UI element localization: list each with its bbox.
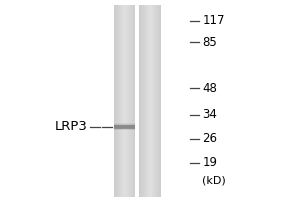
Text: 48: 48 bbox=[202, 82, 217, 95]
Text: LRP3: LRP3 bbox=[54, 120, 87, 133]
Bar bbox=[116, 5, 117, 197]
Bar bbox=[114, 129, 135, 130]
Bar bbox=[153, 5, 154, 197]
Bar bbox=[151, 5, 152, 197]
Bar bbox=[126, 5, 127, 197]
Text: 34: 34 bbox=[202, 108, 217, 121]
Text: 85: 85 bbox=[202, 36, 217, 49]
Bar bbox=[142, 5, 143, 197]
Text: (kD): (kD) bbox=[202, 175, 226, 185]
Bar bbox=[148, 5, 149, 197]
Bar bbox=[140, 5, 141, 197]
Bar bbox=[128, 5, 129, 197]
Bar bbox=[114, 125, 135, 129]
Bar bbox=[117, 5, 118, 197]
Bar bbox=[145, 5, 146, 197]
Bar bbox=[114, 126, 135, 127]
Bar bbox=[114, 128, 135, 129]
Bar bbox=[127, 5, 128, 197]
Bar bbox=[150, 5, 151, 197]
Bar bbox=[118, 5, 119, 197]
Bar bbox=[141, 5, 142, 197]
Bar bbox=[134, 5, 135, 197]
Bar bbox=[149, 5, 150, 197]
Bar bbox=[156, 5, 157, 197]
Bar bbox=[146, 5, 147, 197]
Text: 19: 19 bbox=[202, 156, 217, 169]
Bar bbox=[143, 5, 144, 197]
Text: 26: 26 bbox=[202, 132, 217, 145]
Bar bbox=[159, 5, 160, 197]
Bar bbox=[114, 5, 115, 197]
Bar bbox=[123, 5, 124, 197]
Bar bbox=[115, 5, 116, 197]
Bar bbox=[133, 5, 134, 197]
Bar bbox=[121, 5, 122, 197]
Bar bbox=[120, 5, 121, 197]
Bar bbox=[144, 5, 145, 197]
Bar bbox=[114, 130, 135, 131]
Bar bbox=[155, 5, 156, 197]
Bar bbox=[147, 5, 148, 197]
Bar bbox=[160, 5, 161, 197]
Bar bbox=[124, 5, 125, 197]
Bar bbox=[132, 5, 133, 197]
Text: 117: 117 bbox=[202, 14, 225, 27]
Bar bbox=[114, 123, 135, 124]
Bar bbox=[119, 5, 120, 197]
Bar bbox=[129, 5, 130, 197]
Bar bbox=[152, 5, 153, 197]
Bar bbox=[158, 5, 159, 197]
Bar bbox=[157, 5, 158, 197]
Bar bbox=[154, 5, 155, 197]
Bar bbox=[114, 127, 135, 128]
Bar bbox=[114, 125, 135, 126]
Bar bbox=[131, 5, 132, 197]
Bar bbox=[122, 5, 123, 197]
Bar bbox=[130, 5, 131, 197]
Bar bbox=[125, 5, 126, 197]
Bar bbox=[114, 124, 135, 125]
Bar bbox=[139, 5, 140, 197]
